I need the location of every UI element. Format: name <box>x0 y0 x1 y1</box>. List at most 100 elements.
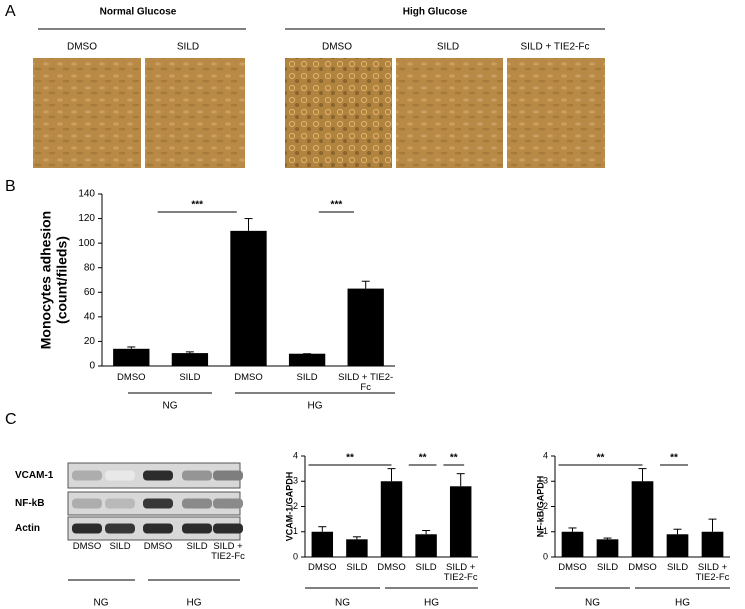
blot-row-label: NF-kB <box>15 498 44 509</box>
significance-label: ** <box>597 453 605 464</box>
micrograph <box>145 58 245 168</box>
blot-band <box>105 523 135 534</box>
group-label: NG <box>94 598 109 609</box>
x-tick-label: SILD <box>415 562 437 573</box>
x-tick-label: SILD <box>296 372 318 383</box>
condition-label: SILD <box>177 42 199 53</box>
blot-band <box>213 498 243 509</box>
bar <box>346 539 368 557</box>
y-tick-label: 2 <box>293 501 298 511</box>
group-title: Normal Glucose <box>100 7 177 18</box>
y-tick-label: 1 <box>543 526 548 536</box>
x-tick-label: SILD <box>596 562 619 573</box>
x-tick-label: DMSO <box>234 372 263 383</box>
blot-band <box>143 498 173 509</box>
bar <box>380 481 403 557</box>
bar <box>449 486 472 557</box>
x-tick-label: SILD + TIE2-Fc <box>338 372 394 393</box>
blot-row-label: VCAM-1 <box>15 470 54 481</box>
condition-label: DMSO <box>67 42 97 53</box>
x-tick-label: SILD <box>346 562 368 573</box>
y-axis-label: (count/fileds) <box>54 236 70 324</box>
lane-label: DMSO <box>143 541 173 552</box>
panel-label: C <box>5 411 17 428</box>
x-tick-label: SILD + TIE2-Fc <box>695 562 730 583</box>
significance-label: *** <box>331 200 343 211</box>
blot-band <box>182 523 212 534</box>
bar <box>230 230 267 366</box>
y-tick-label: 4 <box>293 450 298 460</box>
blot-band <box>72 470 102 481</box>
x-tick-label: SILD + TIE2-Fc <box>443 562 478 583</box>
y-tick-label: 2 <box>543 501 548 511</box>
group-label: NG <box>585 598 600 609</box>
bar <box>631 481 654 557</box>
blot-band <box>143 523 173 534</box>
y-axis-label: Monocytes adhesion <box>38 211 54 349</box>
bar <box>666 534 689 557</box>
bar <box>113 348 150 366</box>
y-tick-label: 0 <box>293 551 298 561</box>
y-tick-label: 0 <box>543 551 548 561</box>
lane-label: SILD + TIE2-Fc <box>211 541 245 562</box>
micrograph <box>507 58 605 168</box>
group-label: NG <box>335 598 350 609</box>
y-axis-label: NF-kB/GAPDH <box>535 476 545 538</box>
blot-band <box>213 523 243 534</box>
x-tick-label: DMSO <box>308 562 337 573</box>
condition-label: SILD + TIE2-Fc <box>520 42 589 53</box>
blot-band <box>182 470 212 481</box>
y-tick-label: 140 <box>78 189 95 200</box>
y-tick-label: 20 <box>84 336 96 347</box>
y-axis-label: VCAM-1/GAPDH <box>284 472 294 542</box>
group-label: NG <box>163 401 178 412</box>
y-tick-label: 1 <box>293 526 298 536</box>
condition-label: DMSO <box>322 42 352 53</box>
x-tick-label: DMSO <box>558 562 587 573</box>
x-tick-label: DMSO <box>117 372 146 383</box>
significance-label: *** <box>191 200 203 211</box>
blot-band <box>182 498 212 509</box>
micrograph <box>33 58 141 168</box>
y-tick-label: 40 <box>84 311 96 322</box>
panel-label: A <box>5 3 16 20</box>
lane-label: DMSO <box>72 541 102 552</box>
bar <box>701 531 724 557</box>
y-tick-label: 0 <box>89 361 95 372</box>
x-tick-label: SILD <box>666 562 689 573</box>
y-tick-label: 80 <box>84 262 96 273</box>
significance-label: ** <box>670 453 678 464</box>
y-tick-label: 4 <box>543 450 548 460</box>
condition-label: SILD <box>437 42 459 53</box>
y-tick-label: 100 <box>78 238 95 249</box>
lane-label: SILD <box>186 541 208 552</box>
blot-band <box>213 470 243 481</box>
x-tick-label: DMSO <box>628 562 657 573</box>
blot-band <box>143 470 173 481</box>
blot-band <box>105 498 135 509</box>
bar <box>288 353 326 366</box>
significance-label: ** <box>419 453 427 464</box>
significance-label: ** <box>450 453 458 464</box>
bar <box>415 534 437 557</box>
y-tick-label: 60 <box>84 287 96 298</box>
blot-row-label: Actin <box>15 523 40 534</box>
blot-band <box>72 523 102 534</box>
significance-label: ** <box>346 453 354 464</box>
bar <box>596 539 619 557</box>
lane-label: SILD <box>109 541 131 552</box>
blot-band <box>72 498 102 509</box>
group-label: HG <box>675 598 690 609</box>
group-label: HG <box>424 598 439 609</box>
bar <box>347 288 384 366</box>
bar <box>561 531 584 557</box>
y-tick-label: 3 <box>543 476 548 486</box>
y-tick-label: 120 <box>78 213 95 224</box>
bar <box>311 531 334 557</box>
y-tick-label: 3 <box>293 476 298 486</box>
micrograph <box>396 58 503 168</box>
group-title: High Glucose <box>403 7 468 18</box>
group-label: HG <box>187 598 202 609</box>
